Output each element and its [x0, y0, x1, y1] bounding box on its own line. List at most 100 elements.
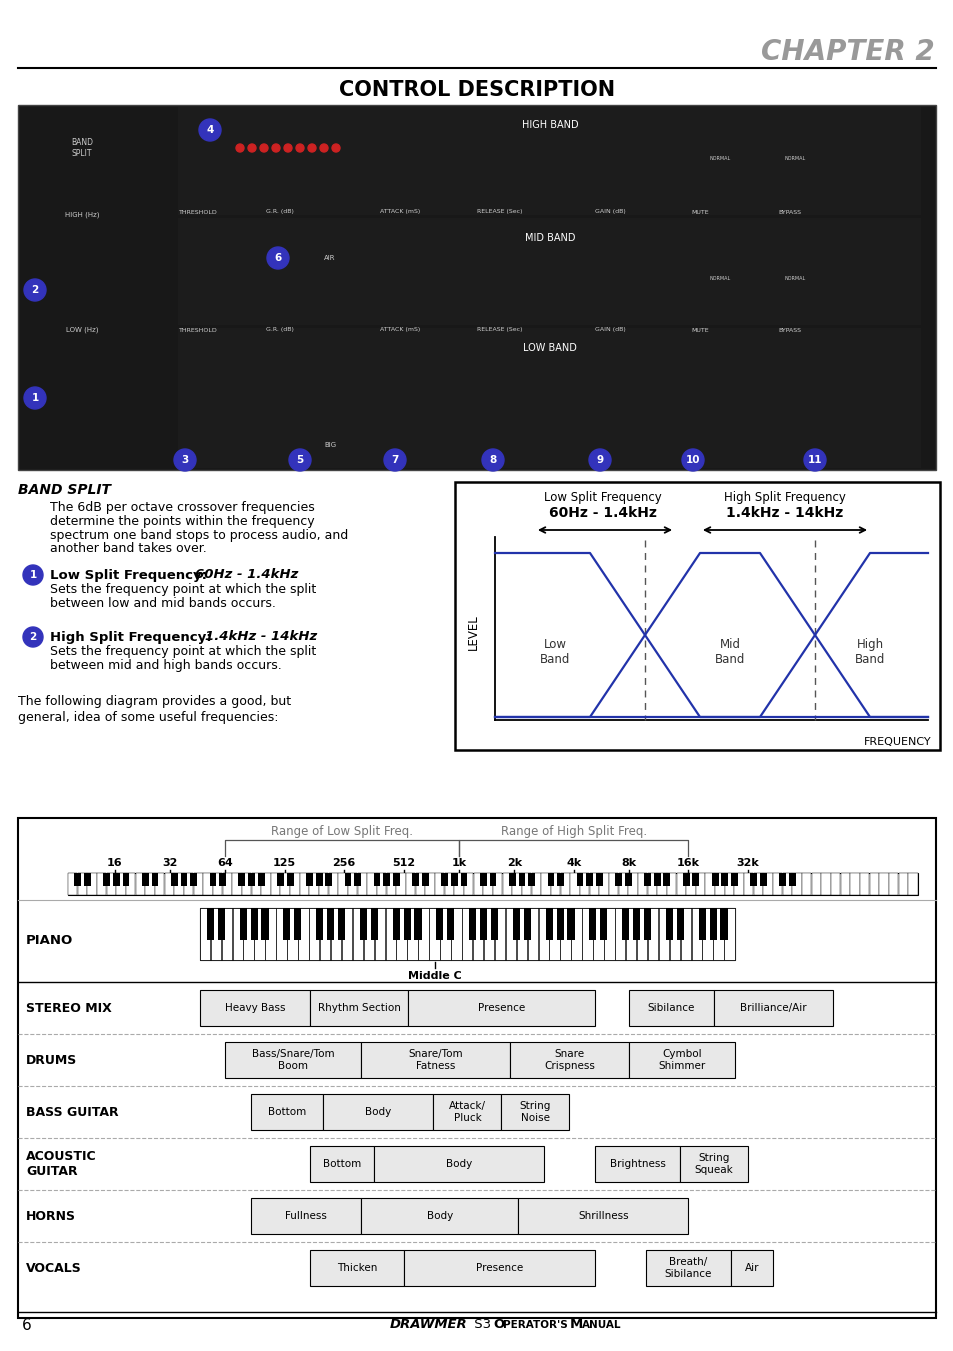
Bar: [361, 1043, 510, 1078]
Bar: [762, 873, 772, 894]
Bar: [593, 908, 603, 961]
Bar: [628, 990, 713, 1025]
Text: determine the points within the frequency: determine the points within the frequenc…: [50, 515, 314, 527]
Bar: [239, 908, 247, 940]
Bar: [363, 908, 374, 961]
Bar: [692, 873, 699, 886]
Bar: [720, 908, 727, 940]
Bar: [705, 873, 714, 894]
Bar: [869, 873, 878, 894]
Text: VOCALS: VOCALS: [26, 1262, 82, 1274]
Text: Range of Low Split Freq.: Range of Low Split Freq.: [271, 825, 413, 839]
Bar: [676, 908, 683, 940]
Bar: [666, 873, 676, 894]
Bar: [122, 873, 130, 886]
Bar: [374, 1146, 543, 1182]
Circle shape: [23, 565, 43, 585]
Bar: [645, 1250, 730, 1286]
Text: 2: 2: [31, 285, 38, 295]
Text: NORMAL: NORMAL: [709, 155, 730, 161]
Bar: [180, 873, 187, 886]
Bar: [538, 908, 548, 961]
Bar: [213, 873, 222, 894]
Bar: [403, 908, 410, 940]
Bar: [193, 873, 203, 894]
Text: Cymbol
Shimmer: Cymbol Shimmer: [658, 1050, 705, 1071]
Bar: [310, 1250, 403, 1286]
Text: LEVEL: LEVEL: [466, 615, 479, 650]
Bar: [331, 908, 341, 961]
Bar: [474, 873, 482, 894]
Bar: [261, 873, 271, 894]
Bar: [287, 908, 297, 961]
Text: O: O: [493, 1319, 504, 1332]
Bar: [647, 873, 657, 894]
Text: DRAWMER: DRAWMER: [390, 1319, 467, 1332]
Bar: [461, 908, 472, 961]
Text: GAIN (dB): GAIN (dB): [594, 209, 625, 215]
Bar: [315, 873, 322, 886]
Text: LOW BAND: LOW BAND: [522, 343, 577, 353]
Bar: [348, 873, 357, 894]
Text: 3: 3: [181, 455, 189, 465]
Bar: [598, 873, 608, 894]
Bar: [251, 1198, 361, 1233]
Text: Low Split Frequency:: Low Split Frequency:: [50, 569, 207, 581]
Bar: [251, 908, 257, 940]
Text: STEREO MIX: STEREO MIX: [26, 1001, 112, 1015]
Bar: [669, 908, 679, 961]
Bar: [354, 873, 361, 886]
Bar: [152, 873, 158, 886]
Text: BAND SPLIT: BAND SPLIT: [18, 484, 111, 497]
Bar: [760, 873, 766, 886]
Text: spectrum one band stops to process audio, and: spectrum one band stops to process audio…: [50, 528, 348, 542]
Text: 2: 2: [30, 632, 36, 642]
Bar: [560, 873, 569, 894]
Bar: [406, 873, 415, 894]
Text: 2k: 2k: [506, 858, 521, 867]
Text: BYPASS: BYPASS: [778, 209, 801, 215]
Bar: [743, 873, 753, 894]
Text: String
Squeak: String Squeak: [694, 1154, 733, 1175]
Bar: [145, 873, 154, 894]
Text: 16k: 16k: [677, 858, 700, 867]
Bar: [178, 218, 920, 326]
Bar: [283, 908, 290, 940]
Circle shape: [481, 449, 503, 471]
Bar: [750, 873, 757, 886]
Bar: [359, 908, 367, 940]
Text: 6: 6: [22, 1317, 31, 1332]
Bar: [439, 908, 450, 961]
Bar: [451, 873, 457, 886]
Bar: [454, 873, 463, 894]
Bar: [701, 908, 712, 961]
Bar: [734, 873, 743, 894]
Bar: [720, 873, 727, 886]
Bar: [297, 908, 308, 961]
Text: 5: 5: [296, 455, 303, 465]
Text: High Split Frequency:: High Split Frequency:: [50, 631, 212, 643]
Bar: [178, 107, 920, 215]
Bar: [830, 873, 840, 894]
Bar: [792, 873, 801, 894]
Bar: [637, 908, 647, 961]
Bar: [559, 908, 570, 961]
Text: M: M: [569, 1319, 582, 1332]
Bar: [463, 873, 473, 894]
Bar: [315, 908, 323, 940]
Bar: [165, 873, 173, 894]
Bar: [211, 908, 221, 961]
Bar: [849, 873, 859, 894]
Text: Bass/Snare/Tom
Boom: Bass/Snare/Tom Boom: [252, 1050, 335, 1071]
Bar: [713, 908, 723, 961]
Bar: [375, 908, 385, 961]
Bar: [416, 873, 425, 894]
Bar: [433, 1094, 501, 1129]
Bar: [581, 908, 592, 961]
Bar: [879, 873, 888, 894]
Text: Bottom: Bottom: [323, 1159, 361, 1169]
Bar: [393, 873, 399, 886]
Bar: [444, 873, 454, 894]
Bar: [309, 873, 318, 894]
Bar: [571, 908, 581, 961]
